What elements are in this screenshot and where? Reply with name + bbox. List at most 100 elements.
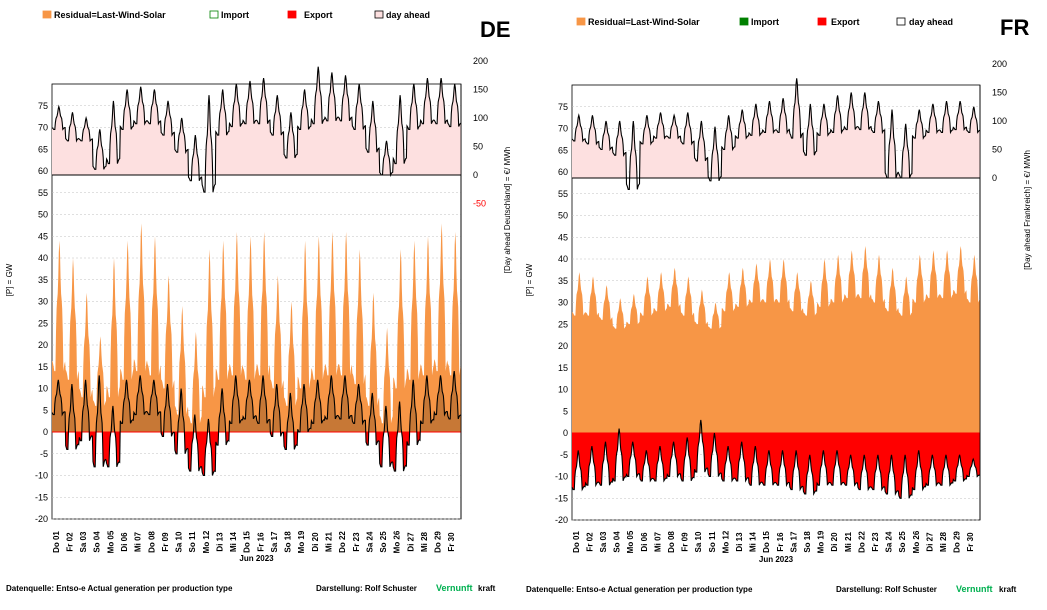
x-tick-label: Do 22 [857,531,866,553]
x-tick-label: Di 27 [406,532,415,552]
x-tick-label: Do 08 [667,531,676,553]
y-tick-label: 50 [558,211,568,221]
x-tick-label: Mi 21 [324,531,333,552]
y-tick-label: 55 [38,188,48,198]
x-tick-label: Mi 14 [749,531,758,552]
y2-tick-label: 100 [473,113,488,123]
x-tick-label: So 04 [93,531,102,553]
chart-panel-de: -20-15-10-505101520253035404550556065707… [5,10,512,563]
x-tick-label: Do 15 [243,531,252,553]
x-tick-label: So 04 [613,531,622,553]
y-tick-label: 60 [558,167,568,177]
x-tick-label: Mi 21 [844,531,853,552]
y-tick-label: 30 [558,298,568,308]
y-tick-label: 5 [563,406,568,416]
legend-swatch [896,17,906,26]
x-tick-label: Mi 07 [653,531,662,552]
x-tick-label: Mi 14 [229,531,238,552]
x-tick-label: Fr 09 [161,532,170,552]
x-axis-label: Jun 2023 [239,554,274,563]
footer-brand-left-b: kraft [478,584,496,593]
x-tick-label: Di 06 [640,532,649,552]
dayahead-line [51,66,462,193]
y-tick-label: 70 [558,124,568,134]
legend-swatch [374,10,384,19]
country-code: DE [480,17,511,42]
y2-tick-label: -50 [473,199,486,209]
dayahead-area [572,78,980,178]
y-tick-label: 25 [38,318,48,328]
legend-swatch [817,17,827,26]
x-tick-label: Sa 10 [175,531,184,552]
net-import-line [51,371,462,477]
y-axis-label: [P] = GW [525,263,534,296]
dayahead-line [571,78,981,190]
x-tick-label: Fr 02 [65,532,74,552]
y-tick-label: -15 [35,492,48,502]
y2-tick-label: 0 [473,170,478,180]
export-area [572,433,980,499]
y-tick-label: -10 [35,471,48,481]
x-tick-label: Mo 19 [817,530,826,553]
x-tick-label: Sa 03 [79,531,88,552]
y-tick-label: 35 [558,276,568,286]
net-import-line [571,419,981,499]
x-tick-label: Do 01 [52,531,61,553]
y-tick-label: 40 [38,253,48,263]
residual-area [572,246,980,433]
y-tick-label: 65 [38,144,48,154]
x-tick-label: Mo 12 [721,530,730,553]
y-tick-label: 45 [558,232,568,242]
y-tick-label: 75 [558,102,568,112]
footer-brand-right-a: Vernunft [956,584,993,594]
y2-tick-label: 150 [992,88,1007,98]
legend-swatch [739,17,749,26]
x-tick-label: Fr 30 [447,532,456,552]
footer-author-left: Darstellung: Rolf Schuster [316,584,417,593]
x-tick-label: Mo 19 [297,530,306,553]
y-tick-label: 30 [38,297,48,307]
y2-axis-label: [Day ahead Deutschland] = €/ MWh [503,147,512,274]
legend-label: Import [751,17,779,27]
y-tick-label: 15 [558,363,568,373]
y-tick-label: 20 [38,340,48,350]
x-tick-label: Mi 07 [134,531,143,552]
x-tick-label: So 25 [898,531,907,553]
y-tick-label: 55 [558,189,568,199]
y-tick-label: 40 [558,254,568,264]
x-tick-label: Di 13 [735,532,744,552]
legend-label: Export [304,10,333,20]
y-tick-label: 10 [558,385,568,395]
y-tick-label: 45 [38,231,48,241]
chart-panel-fr: -20 -15 -10 -5 0 5 10 15 20 25 30 35 40 45 50 55 60 65 70 7… [525,15,1032,564]
x-tick-label: Mi 28 [420,531,429,552]
x-tick-label: So 25 [379,531,388,553]
y2-tick-label: 100 [992,116,1007,126]
footer-source-right: Datenquelle: Entso-e Actual generation p… [526,585,753,594]
legend-label: day ahead [909,17,953,27]
x-tick-label: Fr 02 [585,532,594,552]
x-tick-label: Mi 28 [939,531,948,552]
y2-tick-label: 200 [992,59,1007,69]
y-axis-label: [P] = GW [5,263,14,296]
y-tick-label: -20 [35,514,48,524]
footer: Datenquelle: Entso-e Actual generation p… [6,583,1017,594]
y-tick-label: 0 [43,427,48,437]
legend-label: Import [221,10,249,20]
x-tick-label: Sa 10 [694,531,703,552]
y-tick-label: 35 [38,275,48,285]
x-tick-label: Sa 03 [599,531,608,552]
y-tick-label: 50 [38,210,48,220]
x-tick-label: Di 13 [215,532,224,552]
legend-label: Residual=Last-Wind-Solar [588,17,700,27]
x-tick-label: Mo 05 [106,530,115,553]
x-tick-label: Di 06 [120,532,129,552]
x-tick-label: Mo 26 [393,530,402,553]
x-tick-label: Do 15 [762,531,771,553]
legend-label: Export [831,17,860,27]
x-tick-label: Sa 24 [365,531,374,552]
x-tick-label: Do 22 [338,531,347,553]
x-tick-label: So 18 [284,531,293,553]
y-tick-label: 60 [38,166,48,176]
